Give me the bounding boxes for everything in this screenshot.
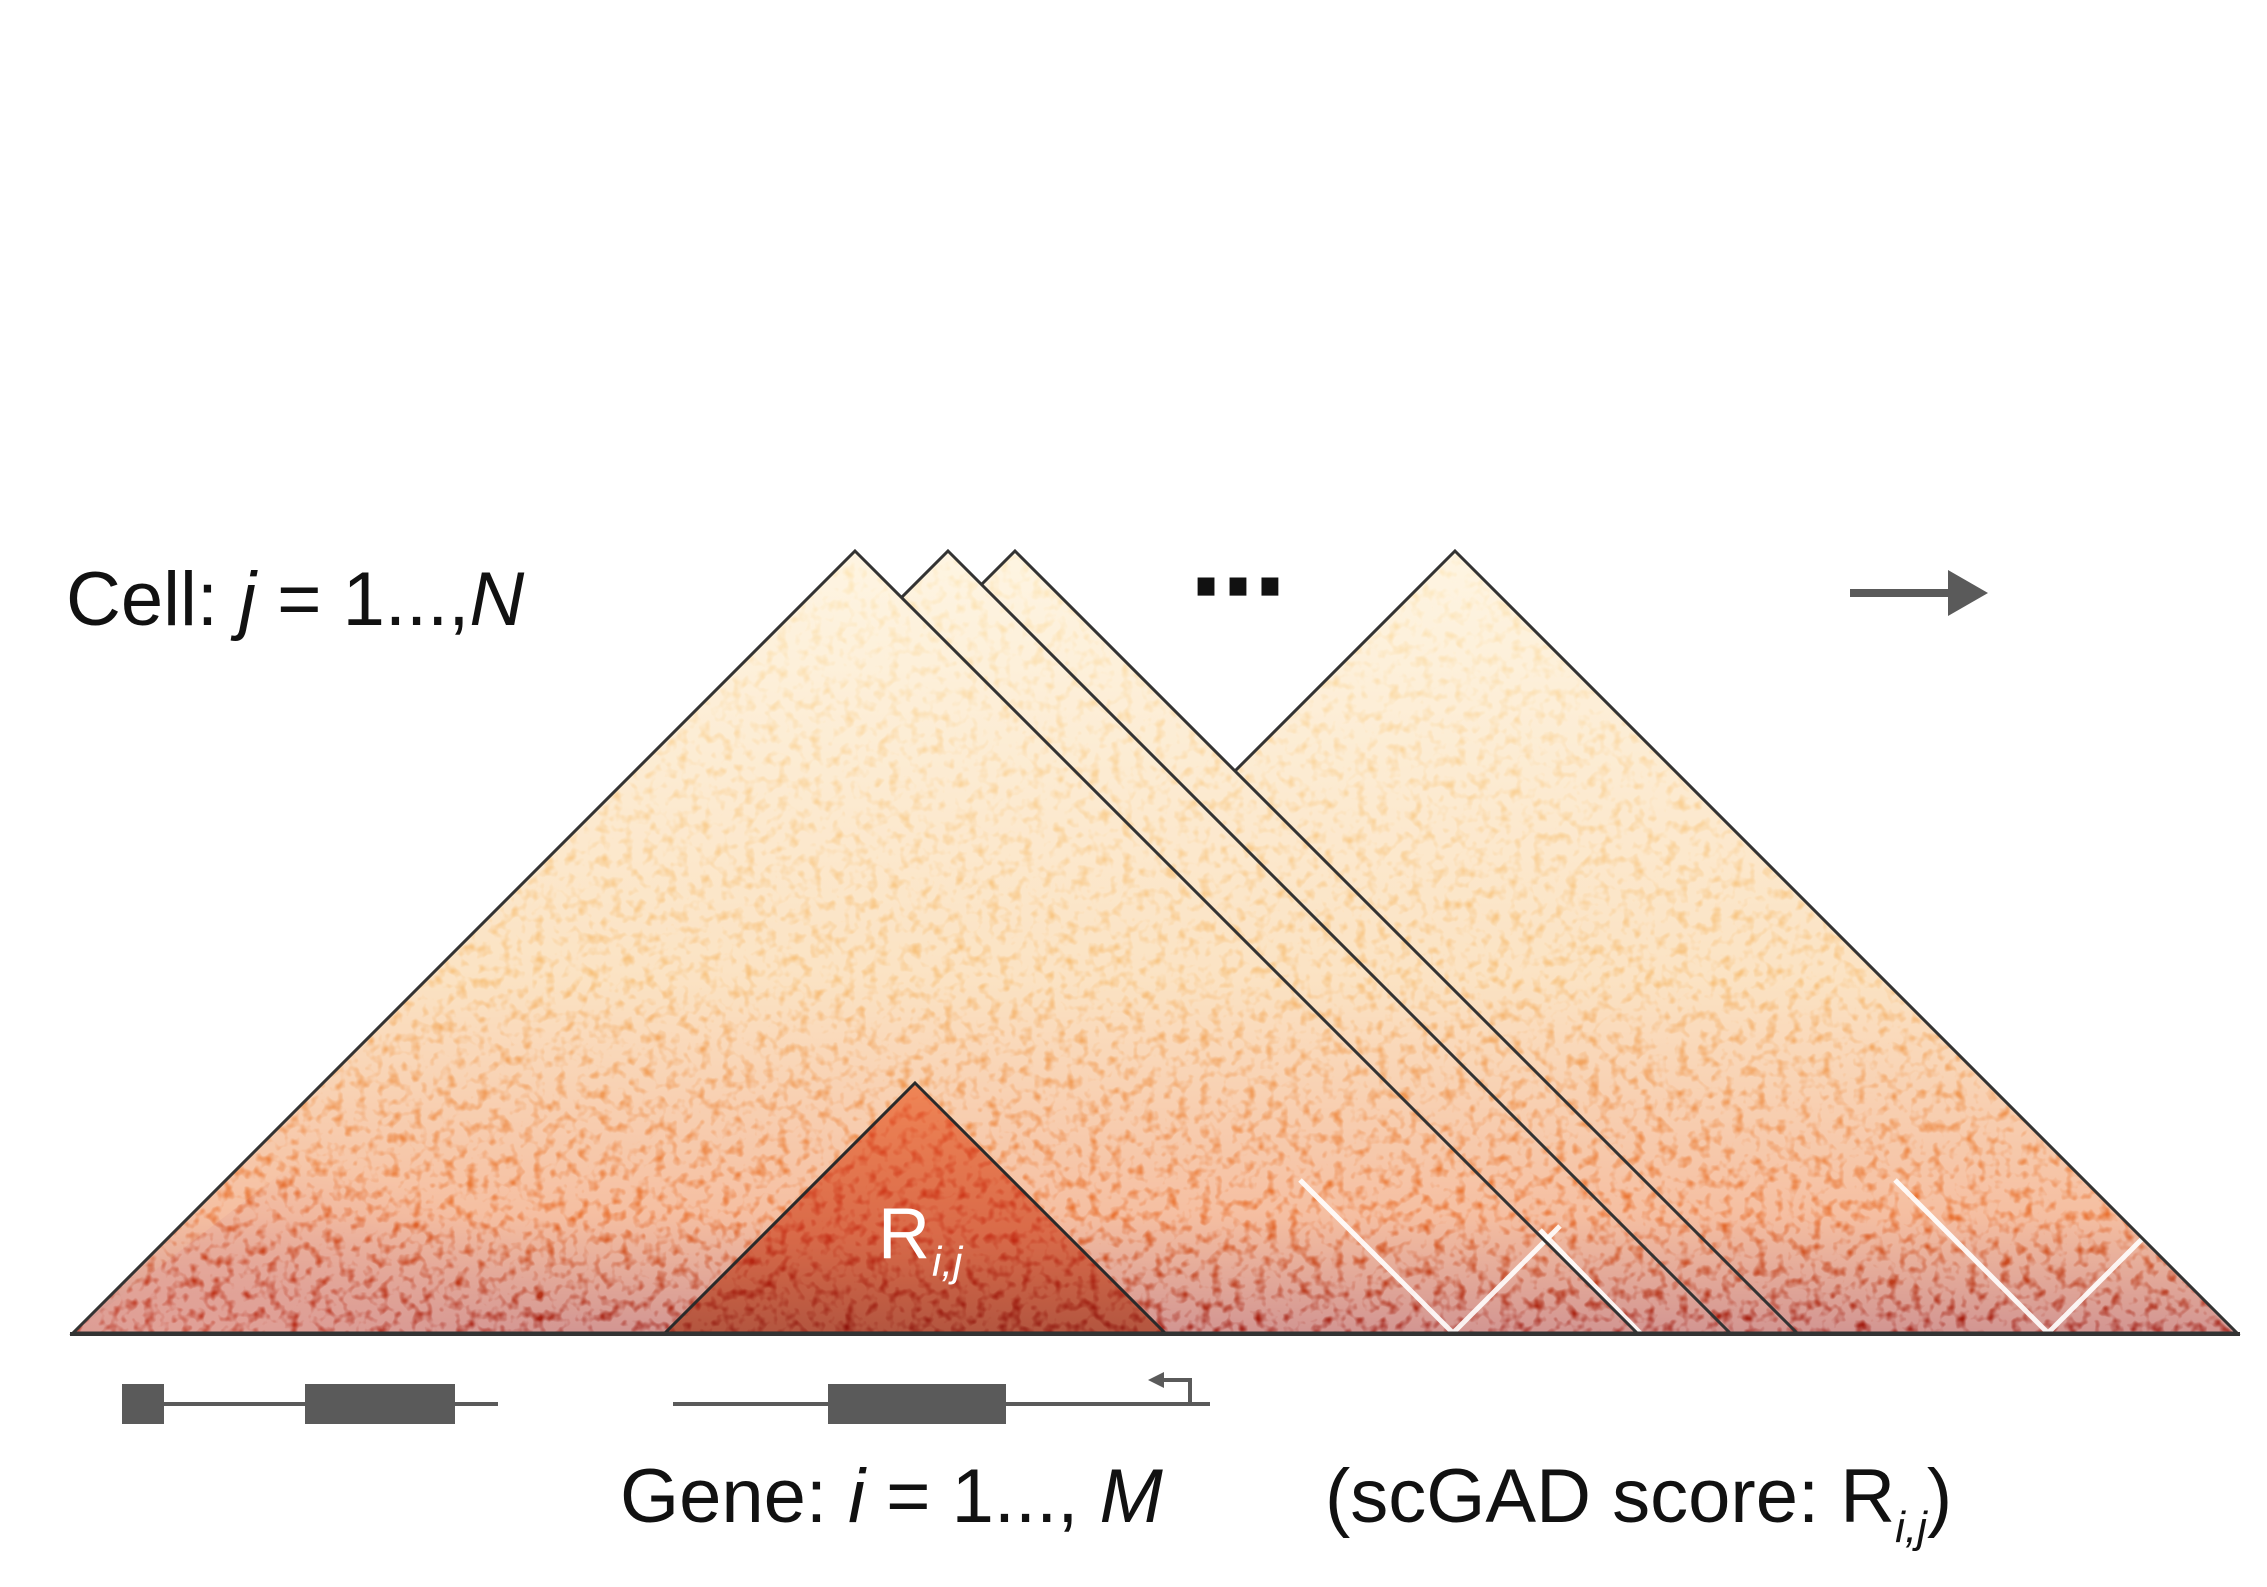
gene-region-triangle: Ri,j xyxy=(661,1080,1169,1335)
cell-label-end: N xyxy=(469,557,524,642)
gene-label-var: i xyxy=(848,1454,867,1539)
gene-2-exon xyxy=(828,1384,1006,1424)
tss-arrow-icon xyxy=(1148,1372,1192,1404)
cell-heatmap-stack: Ri,j xyxy=(69,548,2241,1337)
gene-track xyxy=(122,1372,1210,1424)
gene-1-exon-1 xyxy=(122,1384,164,1424)
gene-label-prefix: Gene: xyxy=(620,1454,848,1539)
cell-label: Cell: j = 1...,N xyxy=(66,557,524,642)
ellipsis-label: ⋯ xyxy=(1190,534,1286,641)
score-label-prefix: (scGAD score: R xyxy=(1325,1454,1895,1539)
score-label: (scGAD score: Ri,j) xyxy=(1325,1454,1952,1552)
region-label-sub: i,j xyxy=(932,1238,964,1285)
score-label-sub: i,j xyxy=(1895,1503,1928,1552)
region-label: Ri,j xyxy=(878,1194,964,1285)
cell-label-middle: = 1..., xyxy=(256,557,469,642)
cell-label-prefix: Cell: xyxy=(66,557,239,642)
score-label-suffix: ) xyxy=(1927,1454,1952,1539)
gene-label-end: M xyxy=(1100,1454,1164,1539)
right-arrow-icon xyxy=(1850,570,1988,616)
gene-label: Gene: i = 1..., M xyxy=(620,1454,1164,1539)
gene-label-middle: = 1..., xyxy=(865,1454,1099,1539)
gene-1-exon-2 xyxy=(305,1384,455,1424)
region-label-main: R xyxy=(878,1194,930,1274)
